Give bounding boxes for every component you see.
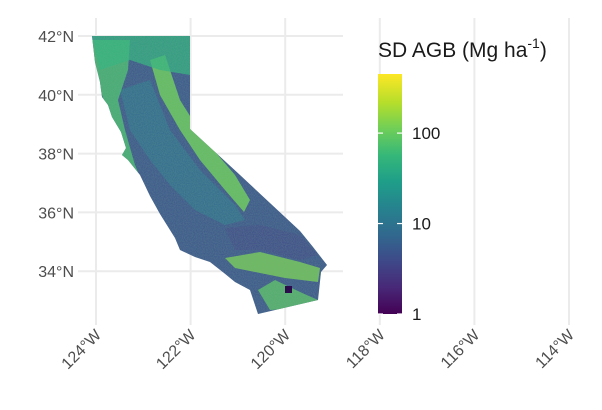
legend-title: SD AGB (Mg ha-1): [378, 35, 547, 62]
lon-tick-label: 116°W: [438, 326, 484, 372]
legend-tick-label: 100: [412, 124, 440, 143]
lat-tick-label: 40°N: [38, 88, 74, 105]
legend-title-end: ): [540, 39, 547, 62]
california-region: [92, 36, 327, 314]
lat-tick-label: 38°N: [38, 147, 74, 164]
legend-title-main: SD AGB (Mg ha: [378, 39, 528, 62]
legend: SD AGB (Mg ha-1) 1 10 100: [378, 35, 547, 324]
legend-ticks: 1 10 100: [378, 124, 440, 324]
lat-tick-label: 36°N: [38, 205, 74, 222]
lat-tick-label: 34°N: [38, 264, 74, 281]
dark-spot: [285, 286, 292, 293]
lat-tick-label: 42°N: [38, 29, 74, 46]
texture-overlay: [92, 36, 327, 314]
lon-tick-label: 120°W: [248, 326, 295, 373]
longitude-axis: 124°W 122°W 120°W 118°W 116°W 114°W: [59, 326, 579, 373]
legend-title-superscript: -1: [527, 35, 540, 51]
legend-tick-label: 10: [412, 215, 431, 234]
latitude-axis: 42°N 40°N 38°N 36°N 34°N: [38, 29, 74, 281]
legend-tick-label: 1: [412, 305, 421, 324]
lon-tick-label: 122°W: [153, 326, 200, 373]
lon-tick-label: 124°W: [59, 326, 106, 373]
lon-tick-label: 118°W: [343, 326, 389, 372]
lon-tick-label: 114°W: [533, 326, 579, 372]
legend-colorbar: [378, 74, 402, 314]
